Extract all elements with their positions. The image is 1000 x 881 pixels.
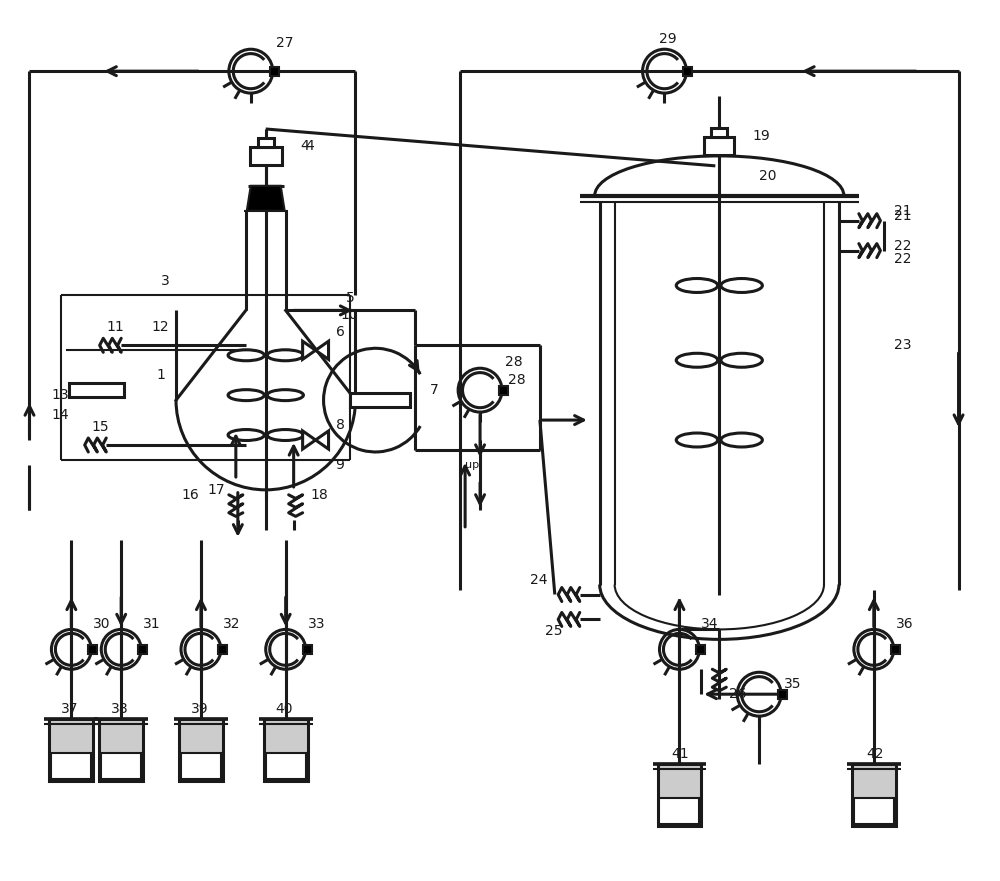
Bar xyxy=(266,753,306,779)
Text: 7: 7 xyxy=(430,383,439,397)
Text: 22: 22 xyxy=(894,239,911,253)
Bar xyxy=(250,147,282,165)
Text: 38: 38 xyxy=(111,702,129,716)
Polygon shape xyxy=(303,341,316,359)
Text: 22: 22 xyxy=(894,252,911,265)
Text: 29: 29 xyxy=(659,33,677,47)
Bar xyxy=(181,753,221,779)
Text: 41: 41 xyxy=(671,747,689,761)
Polygon shape xyxy=(316,341,329,359)
Text: 25: 25 xyxy=(545,625,562,639)
Bar xyxy=(218,645,227,654)
Text: 4: 4 xyxy=(306,139,314,153)
Text: 40: 40 xyxy=(276,702,293,716)
Text: 34: 34 xyxy=(701,618,719,632)
Bar xyxy=(683,67,692,76)
Polygon shape xyxy=(303,431,316,449)
Text: 17: 17 xyxy=(208,483,226,497)
Text: 8: 8 xyxy=(336,418,344,432)
Text: 39: 39 xyxy=(191,702,209,716)
Text: 37: 37 xyxy=(61,702,79,716)
Polygon shape xyxy=(247,186,285,211)
Text: 42: 42 xyxy=(866,747,883,761)
Bar xyxy=(658,764,701,825)
Text: 13: 13 xyxy=(51,389,69,402)
Text: 12: 12 xyxy=(151,321,169,335)
Bar xyxy=(179,719,223,781)
Text: 28: 28 xyxy=(508,374,526,387)
Text: 31: 31 xyxy=(143,618,161,632)
Bar xyxy=(69,383,124,397)
Text: 15: 15 xyxy=(91,420,109,434)
Bar xyxy=(696,645,705,654)
Text: 19: 19 xyxy=(752,129,770,143)
Text: 11: 11 xyxy=(106,321,124,335)
Text: 9: 9 xyxy=(336,458,344,472)
Bar xyxy=(852,764,896,825)
Bar xyxy=(51,753,91,779)
Text: 36: 36 xyxy=(896,618,913,632)
Bar xyxy=(778,690,787,699)
Text: 5: 5 xyxy=(345,292,354,306)
Text: 21: 21 xyxy=(894,209,911,223)
Bar xyxy=(854,798,894,824)
Text: 3: 3 xyxy=(161,273,170,287)
Text: 20: 20 xyxy=(759,169,777,183)
Text: 23: 23 xyxy=(894,338,911,352)
Text: up: up xyxy=(465,460,479,470)
Text: 10: 10 xyxy=(341,308,358,322)
Bar xyxy=(258,138,274,147)
Bar xyxy=(138,645,147,654)
Bar xyxy=(711,128,727,137)
Text: 26: 26 xyxy=(729,687,747,701)
Bar xyxy=(264,719,308,781)
Text: 21: 21 xyxy=(894,204,911,218)
Text: 16: 16 xyxy=(181,488,199,502)
Bar xyxy=(704,137,734,155)
Bar xyxy=(49,719,93,781)
Text: 1: 1 xyxy=(156,368,165,382)
Text: 18: 18 xyxy=(311,488,328,502)
Text: 35: 35 xyxy=(784,677,802,692)
Bar xyxy=(303,645,312,654)
Text: 27: 27 xyxy=(276,36,293,50)
Bar xyxy=(350,393,410,407)
Text: 14: 14 xyxy=(51,408,69,422)
Bar xyxy=(659,798,699,824)
Bar xyxy=(499,386,508,395)
Bar xyxy=(891,645,900,654)
Text: 6: 6 xyxy=(336,325,344,339)
Text: 30: 30 xyxy=(93,618,111,632)
Bar xyxy=(270,67,279,76)
Text: 4: 4 xyxy=(301,139,309,153)
Bar xyxy=(88,645,97,654)
Text: 28: 28 xyxy=(505,355,523,369)
Text: 33: 33 xyxy=(308,618,325,632)
Polygon shape xyxy=(316,431,329,449)
Text: 32: 32 xyxy=(223,618,240,632)
Text: 24: 24 xyxy=(530,573,547,587)
Bar xyxy=(101,753,141,779)
Bar xyxy=(99,719,143,781)
